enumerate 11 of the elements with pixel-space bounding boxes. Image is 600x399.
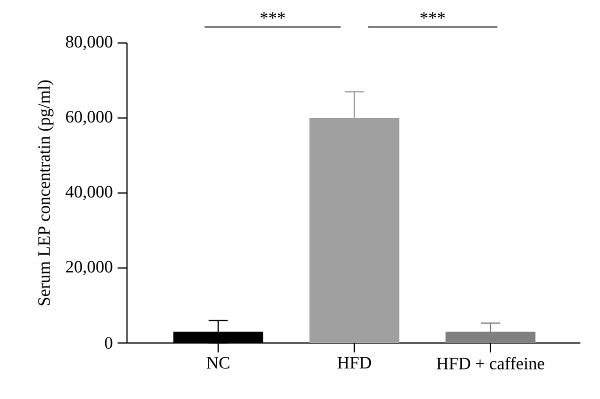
y-tick-label: 40,000 bbox=[66, 186, 112, 200]
text: *** bbox=[260, 12, 285, 19]
x-tick-label: NC bbox=[206, 357, 230, 369]
y-tick-label: 20,000 bbox=[66, 260, 112, 276]
text: *** bbox=[420, 12, 445, 19]
x-tick-label: HFD bbox=[338, 357, 371, 368]
y-tick-label: 80,000 bbox=[66, 36, 112, 50]
x-tick-label: HFD + caffeine bbox=[436, 357, 544, 370]
y-axis-title: Serum LEP concentratin (pg/ml) bbox=[38, 80, 54, 306]
y-tick-label: 60,000 bbox=[66, 110, 112, 126]
y-tick-label: 0 bbox=[104, 337, 112, 349]
